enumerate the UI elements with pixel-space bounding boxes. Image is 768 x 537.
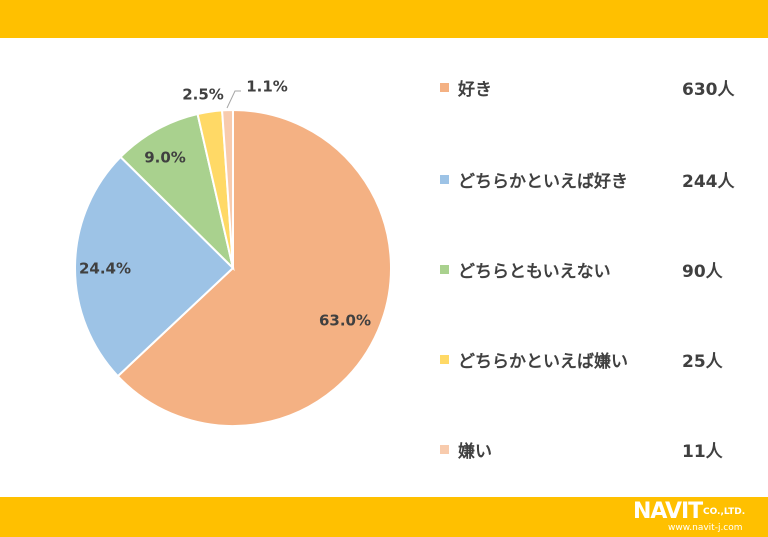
data-label-somewhat-like: 24.4% — [79, 260, 131, 278]
company-logo: NAVIT CO.,LTD. www.navit-j.com — [633, 499, 761, 535]
legend-item-somewhat-dislike: どちらかといえば嫌い 25人 — [440, 344, 750, 374]
legend-label: どちらともいえない — [458, 262, 611, 282]
legend-item-dislike: 嫌い 11人 — [440, 434, 750, 464]
legend-label: 嫌い — [458, 442, 492, 462]
legend-marker — [440, 265, 449, 274]
pie-slice-like — [116, 108, 392, 427]
logo-company-suffix: CO.,LTD. — [703, 507, 746, 517]
legend-label: どちらかといえば好き — [458, 172, 628, 192]
legend-label: どちらかといえば嫌い — [458, 352, 628, 372]
legend-label: 好き — [458, 80, 492, 100]
legend-marker — [440, 445, 449, 454]
legend-marker — [440, 83, 449, 92]
pie-slice-somewhat-like — [74, 155, 235, 378]
legend-marker — [440, 175, 449, 184]
data-label-neutral: 9.0% — [144, 149, 186, 167]
legend-count: 25人 — [682, 352, 723, 372]
legend-count: 244人 — [682, 172, 735, 192]
bottom-band — [0, 497, 768, 537]
legend-count: 90人 — [682, 262, 723, 282]
legend-item-neutral: どちらともいえない 90人 — [440, 254, 750, 284]
data-label-like: 63.0% — [319, 312, 371, 330]
legend-marker — [440, 355, 449, 364]
legend-item-somewhat-like: どちらかといえば好き 244人 — [440, 164, 750, 194]
pie-slice-dislike — [221, 108, 234, 269]
legend-count: 630人 — [682, 80, 735, 100]
logo-url: www.navit-j.com — [668, 523, 743, 533]
legend-item-like: 好き 630人 — [440, 72, 750, 102]
logo-name: NAVIT — [633, 499, 703, 524]
data-label-somewhat-dislike: 2.5% — [182, 86, 224, 104]
data-label-dislike: 1.1% — [246, 78, 288, 96]
pie-slice-neutral — [119, 112, 235, 272]
legend-count: 11人 — [682, 442, 723, 462]
top-band — [0, 0, 768, 38]
leader-line — [226, 90, 241, 109]
